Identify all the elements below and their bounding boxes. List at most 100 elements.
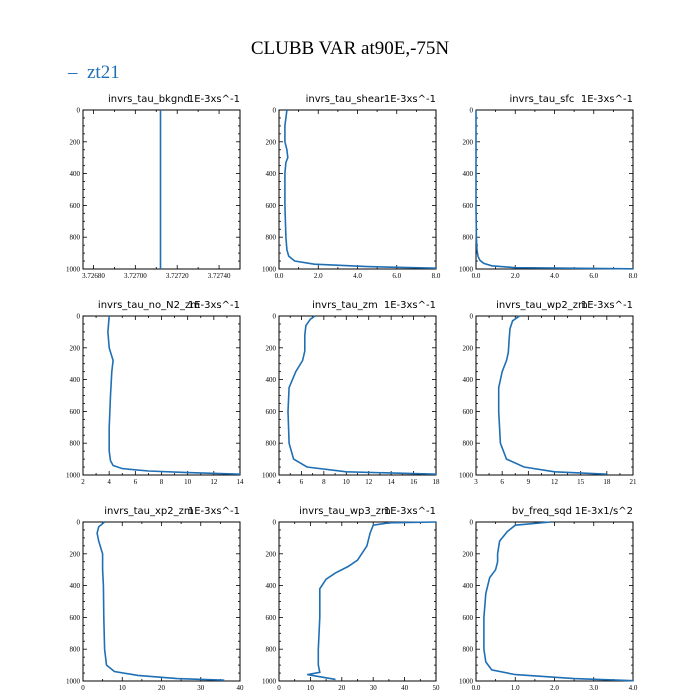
- panel-title: invrs_tau_bkgnd: [108, 94, 190, 105]
- y-tick-label: 1000: [262, 678, 277, 686]
- y-tick-label: 800: [70, 234, 81, 242]
- plot-frame: [82, 315, 241, 476]
- y-tick-label: 200: [70, 138, 81, 146]
- x-tick-label: 8: [322, 478, 326, 486]
- x-tick-label: 6: [300, 478, 304, 486]
- y-tick-label: 800: [70, 440, 81, 448]
- x-tick-label: 2: [81, 478, 85, 486]
- x-tick-label: 0.0: [472, 684, 481, 692]
- x-tick-label: 4: [107, 478, 111, 486]
- x-tick-label: 4.0: [550, 272, 559, 280]
- y-tick-label: 1000: [459, 472, 474, 480]
- panel-title: invrs_tau_no_N2_zm: [98, 300, 200, 311]
- x-tick-label: 10: [119, 684, 127, 692]
- x-tick-label: 6.0: [589, 272, 598, 280]
- y-tick-label: 0: [273, 313, 277, 321]
- plot-frame: [475, 315, 634, 476]
- y-tick-label: 1000: [262, 472, 277, 480]
- y-tick-label: 800: [70, 646, 81, 654]
- y-tick-label: 1000: [66, 472, 81, 480]
- y-tick-label: 600: [70, 614, 81, 622]
- panel-9: bv_freq_sqd 1E-3x1/s^2 0.0 1.0 2.0 3.0 4.0 0 200…: [459, 506, 638, 692]
- x-tick-label: 6: [134, 478, 138, 486]
- x-tick-label: 8.0: [629, 272, 638, 280]
- panel-units: 1E-3xs^-1: [384, 300, 436, 311]
- x-tick-label: 12: [551, 478, 559, 486]
- panel-title: invrs_tau_xp2_zm: [104, 506, 193, 517]
- y-tick-label: 0: [470, 313, 474, 321]
- x-tick-label: 6: [500, 478, 504, 486]
- y-tick-label: 200: [266, 344, 277, 352]
- x-tick-label: 40: [401, 684, 409, 692]
- x-tick-label: 0.0: [275, 272, 284, 280]
- series-line: [96, 521, 225, 681]
- x-tick-label: 10: [184, 478, 192, 486]
- x-tick-label: 2.0: [550, 684, 559, 692]
- series-line: [107, 315, 241, 475]
- y-tick-label: 1000: [66, 678, 81, 686]
- x-tick-label: 4.0: [353, 272, 362, 280]
- y-tick-label: 400: [70, 582, 81, 590]
- y-tick-label: 600: [463, 202, 474, 210]
- x-tick-label: 20: [338, 684, 346, 692]
- x-tick-label: 15: [577, 478, 585, 486]
- y-tick-label: 600: [463, 614, 474, 622]
- y-tick-label: 600: [70, 408, 81, 416]
- x-tick-label: 0: [277, 684, 281, 692]
- panel-units: 1E-3xs^-1: [188, 300, 240, 311]
- y-tick-label: 0: [77, 107, 81, 115]
- y-tick-label: 800: [266, 440, 277, 448]
- y-tick-label: 400: [463, 582, 474, 590]
- y-tick-label: 0: [470, 519, 474, 527]
- y-tick-label: 200: [266, 138, 277, 146]
- y-tick-label: 200: [463, 550, 474, 558]
- x-tick-label: 14: [388, 478, 396, 486]
- legend-label: zt21: [87, 62, 120, 83]
- y-tick-label: 0: [273, 107, 277, 115]
- x-tick-label: 21: [630, 478, 638, 486]
- panel-title: bv_freq_sqd: [512, 506, 572, 517]
- panel-title: invrs_tau_wp2_zm: [496, 300, 588, 311]
- y-tick-label: 400: [463, 376, 474, 384]
- y-tick-label: 0: [77, 519, 81, 527]
- panel-units: 1E-3xs^-1: [188, 506, 240, 517]
- y-tick-label: 0: [470, 107, 474, 115]
- panel-title: invrs_tau_shear: [306, 94, 386, 105]
- x-tick-label: 4.0: [629, 684, 638, 692]
- panel-units: 1E-3xs^-1: [384, 506, 436, 517]
- series-line: [483, 521, 634, 682]
- y-tick-label: 600: [463, 408, 474, 416]
- series-line: [497, 315, 607, 475]
- x-tick-label: 50: [433, 684, 441, 692]
- panel-3: invrs_tau_sfc 1E-3xs^-1 0.0 2.0 4.0 6.0 8.0 0 20…: [459, 94, 638, 280]
- x-tick-label: 3.72680: [82, 272, 105, 280]
- x-tick-label: 3.72740: [208, 272, 231, 280]
- x-tick-label: 3.0: [589, 684, 598, 692]
- y-tick-label: 200: [463, 344, 474, 352]
- x-tick-label: 10: [307, 684, 315, 692]
- y-tick-label: 200: [70, 550, 81, 558]
- x-tick-label: 6.0: [392, 272, 401, 280]
- plot-frame: [278, 315, 437, 476]
- y-tick-label: 800: [463, 234, 474, 242]
- panel-units: 1E-3xs^-1: [188, 94, 240, 105]
- y-tick-label: 1000: [66, 266, 81, 274]
- x-tick-label: 8.0: [432, 272, 441, 280]
- y-tick-label: 600: [266, 614, 277, 622]
- plot-frame: [278, 109, 437, 270]
- plot-frame: [475, 109, 634, 270]
- series-line: [287, 315, 437, 475]
- y-tick-label: 400: [463, 170, 474, 178]
- x-tick-label: 3: [474, 478, 478, 486]
- series-line: [307, 521, 437, 681]
- panel-units: 1E-3xs^-1: [384, 94, 436, 105]
- y-tick-label: 1000: [459, 678, 474, 686]
- x-tick-label: 12: [210, 478, 218, 486]
- panel-units: 1E-3xs^-1: [581, 94, 633, 105]
- x-tick-label: 30: [197, 684, 205, 692]
- x-tick-label: 18: [433, 478, 441, 486]
